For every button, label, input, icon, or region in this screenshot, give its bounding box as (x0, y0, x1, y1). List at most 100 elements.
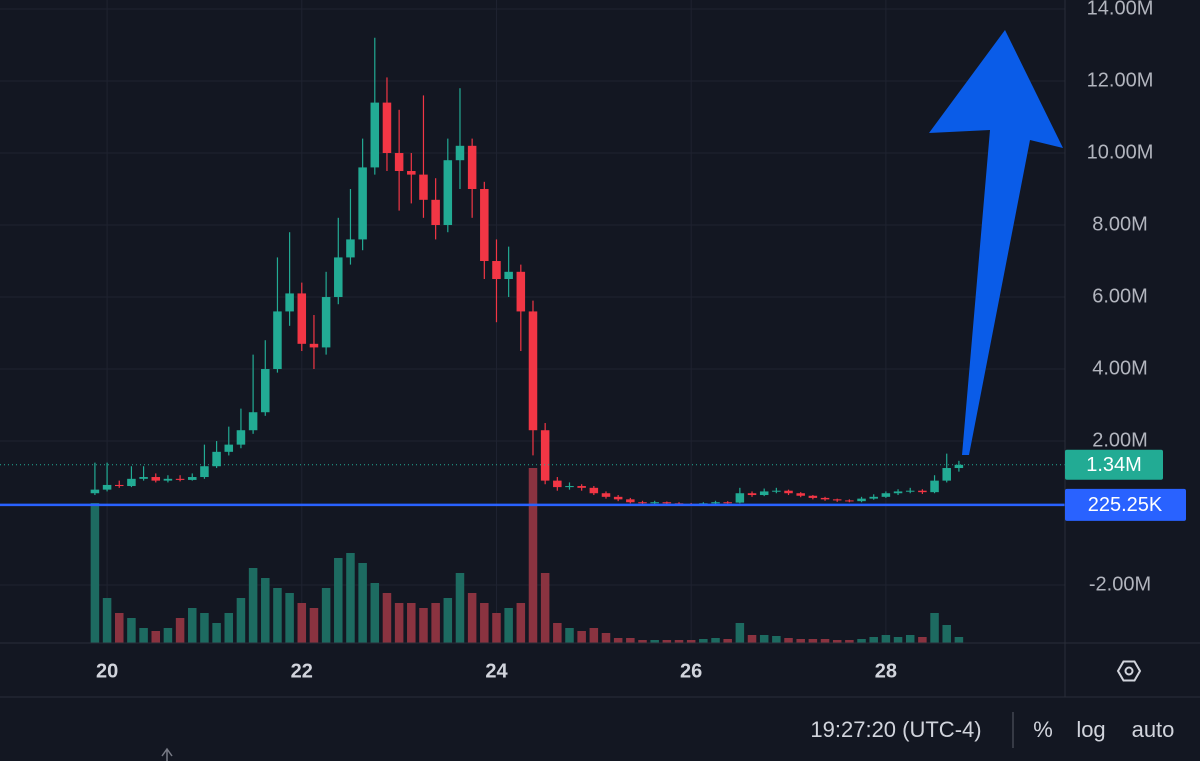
volume-bar (419, 608, 428, 643)
volume-bar (163, 628, 173, 643)
volume-bar (699, 639, 708, 643)
candle-body (346, 239, 355, 258)
price-label-box (1065, 449, 1163, 480)
x-tick-label: 28 (875, 660, 897, 682)
toolbar-button[interactable]: log (1076, 717, 1105, 742)
candle-body (236, 430, 246, 445)
volume-bar (394, 603, 404, 643)
candle-body (735, 493, 745, 503)
volume-bar (346, 553, 355, 643)
candle-body (504, 271, 513, 280)
volume-bar (686, 640, 696, 643)
candle-body (869, 496, 878, 499)
volume-bar (747, 635, 757, 643)
volume-bar (918, 637, 927, 643)
volume-bar (188, 608, 197, 643)
volume-bar (784, 638, 793, 643)
volume-bar (832, 640, 842, 643)
candle-body (188, 477, 197, 480)
price-lines (0, 464, 1065, 507)
y-tick-label: 4.00M (1092, 357, 1148, 379)
volume-bar (601, 633, 611, 643)
volume-bar (407, 603, 416, 643)
volume-bar (175, 618, 185, 643)
y-tick-label: 12.00M (1087, 69, 1154, 91)
candle-body (796, 493, 805, 496)
candle-body (370, 102, 380, 168)
y-tick-label: 14.00M (1087, 0, 1154, 19)
candle-body (455, 145, 465, 161)
volume-bar (224, 613, 234, 643)
volume-bar (467, 593, 477, 643)
volume-bar (139, 628, 148, 643)
candle-body (711, 502, 720, 504)
volume-bar (820, 639, 830, 643)
volume-bar (102, 598, 112, 643)
volume-bar (127, 618, 136, 643)
candle-body (577, 486, 586, 488)
volume-bar (236, 598, 246, 643)
volume-bar (759, 635, 769, 643)
candle-body (285, 293, 294, 312)
x-tick-label: 24 (485, 660, 508, 682)
scroll-icon[interactable] (161, 747, 173, 761)
candle-body (114, 484, 124, 487)
volume-bar (613, 638, 623, 643)
volume-bar (382, 593, 392, 643)
candle-body (248, 412, 258, 431)
toolbar-button[interactable]: % (1033, 717, 1053, 742)
candle-body (942, 468, 951, 481)
volume-bar (431, 603, 440, 643)
volume-bar (869, 637, 878, 643)
candle-body (930, 480, 939, 493)
toolbar-button[interactable]: auto (1132, 717, 1175, 742)
volume-bar (808, 639, 818, 643)
price-label: 1.34M (1086, 454, 1142, 476)
candle-body (772, 490, 781, 492)
volume-bar (881, 635, 891, 643)
candle-body (540, 430, 550, 481)
volume-bar (638, 640, 647, 643)
x-tick-label: 20 (96, 660, 118, 682)
volume-bar (577, 631, 586, 643)
volume-bar (723, 639, 732, 643)
candle-body (334, 257, 343, 298)
volume-bar (261, 578, 270, 643)
candle-body (431, 199, 440, 226)
candle-body (626, 499, 635, 503)
volume-bar (334, 558, 343, 643)
candle-layer (90, 37, 964, 506)
candle-body (492, 261, 501, 280)
volume-bar (358, 563, 367, 643)
y-tick-label: 6.00M (1092, 285, 1148, 307)
volume-layer (90, 468, 964, 643)
volume-bar (553, 623, 562, 643)
volume-bar (297, 603, 307, 643)
candle-body (832, 499, 842, 501)
volume-bar (285, 593, 294, 643)
candle-body (905, 490, 915, 492)
candle-body (382, 102, 392, 154)
volume-bar (540, 573, 550, 643)
settings-icon[interactable] (1116, 660, 1142, 682)
candle-body (857, 498, 866, 502)
candle-body (613, 496, 623, 500)
candle-body (881, 493, 891, 497)
candle-body (212, 451, 221, 467)
volume-bar (589, 628, 599, 643)
candle-body (565, 486, 574, 488)
candle-body (467, 145, 477, 190)
volume-bar (114, 613, 124, 643)
candle-body (407, 171, 416, 175)
candle-body (127, 478, 136, 487)
candle-body (820, 497, 830, 500)
candle-body (309, 343, 319, 348)
candle-body (139, 477, 148, 479)
candle-body (443, 160, 453, 226)
candle-body (480, 189, 489, 262)
volume-bar (321, 588, 331, 643)
volume-bar (857, 639, 866, 643)
candle-body (200, 466, 209, 478)
